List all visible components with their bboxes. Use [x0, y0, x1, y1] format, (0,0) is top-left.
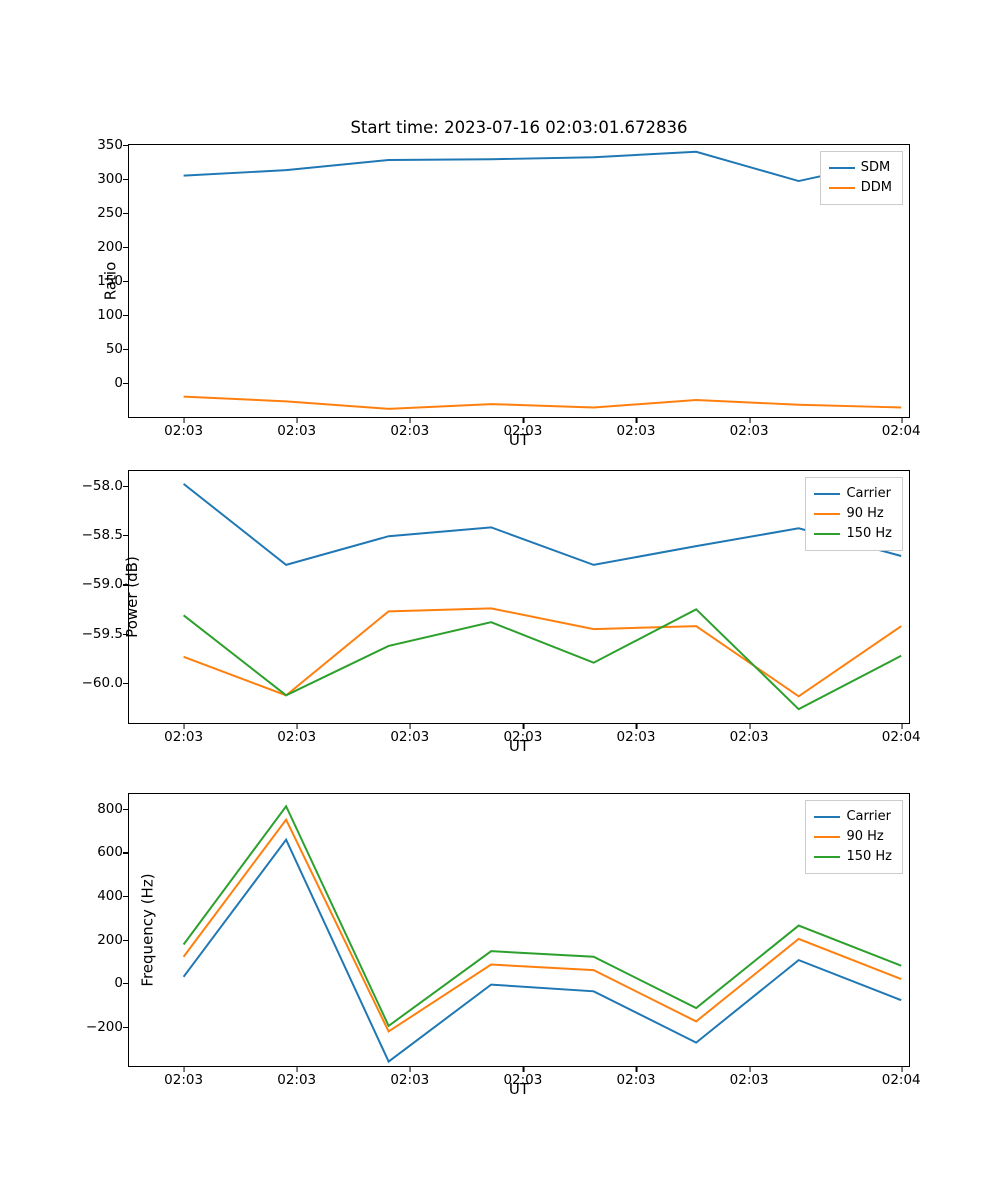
subplot1-ytick-150: 150 — [97, 273, 123, 289]
subplot1-xtick-1: 02:03 — [277, 423, 316, 439]
subplot2-xtick-2: 02:03 — [390, 729, 429, 745]
subplot3-xtick-5: 02:03 — [730, 1072, 769, 1088]
subplot-ratio: Ratio UT 350 300 250 200 150 100 50 0 02… — [128, 144, 910, 418]
subplot3-xtick-6: 02:04 — [882, 1072, 921, 1088]
sdm-line[interactable] — [184, 152, 902, 181]
subplot2-xtick-0: 02:03 — [164, 729, 203, 745]
subplot3-ytick-0: 0 — [114, 975, 123, 991]
90hz-freq-swatch — [814, 836, 840, 838]
ddm-swatch — [829, 187, 855, 189]
subplot3-ytick-800: 800 — [97, 801, 123, 817]
subplot2-legend[interactable]: Carrier 90 Hz 150 Hz — [805, 477, 903, 551]
legend-row-150hz-freq[interactable]: 150 Hz — [814, 847, 892, 867]
legend-row-carrier-power[interactable]: Carrier — [814, 484, 892, 504]
subplot1-xtick-3: 02:03 — [503, 423, 542, 439]
subplot3-legend[interactable]: Carrier 90 Hz 150 Hz — [805, 800, 903, 874]
subplot3-ytick-200: 200 — [97, 932, 123, 948]
subplot3-xtick-0: 02:03 — [164, 1072, 203, 1088]
150hz-power-swatch — [814, 533, 840, 535]
figure-container: Start time: 2023-07-16 02:03:01.672836 R… — [0, 0, 1000, 1200]
legend-row-90hz-freq[interactable]: 90 Hz — [814, 827, 892, 847]
ddm-line[interactable] — [184, 397, 902, 409]
90hz-power-swatch — [814, 513, 840, 515]
150hz-freq-line[interactable] — [184, 806, 902, 1026]
subplot1-xtick-6: 02:04 — [882, 423, 921, 439]
90hz-power-legend-label: 90 Hz — [846, 504, 883, 524]
90hz-freq-legend-label: 90 Hz — [846, 827, 883, 847]
subplot-power: Power (dB) UT −58.0 −58.5 −59.0 −59.5 −6… — [128, 470, 910, 724]
chart-title: Start time: 2023-07-16 02:03:01.672836 — [128, 118, 910, 137]
150hz-freq-legend-label: 150 Hz — [846, 847, 892, 867]
subplot1-svg — [129, 145, 909, 417]
subplot2-xtick-4: 02:03 — [617, 729, 656, 745]
150hz-power-line[interactable] — [184, 609, 902, 709]
carrier-power-swatch — [814, 493, 840, 495]
subplot1-ytick-350: 350 — [97, 137, 123, 153]
subplot-frequency: Frequency (Hz) UT 800 600 400 200 0 −200… — [128, 793, 910, 1067]
legend-row-sdm[interactable]: SDM — [829, 158, 892, 178]
legend-row-ddm[interactable]: DDM — [829, 178, 892, 198]
legend-row-90hz-power[interactable]: 90 Hz — [814, 504, 892, 524]
subplot2-xtick-1: 02:03 — [277, 729, 316, 745]
subplot1-ytick-100: 100 — [97, 307, 123, 323]
carrier-freq-line[interactable] — [184, 840, 902, 1062]
subplot3-svg — [129, 794, 909, 1066]
150hz-power-legend-label: 150 Hz — [846, 524, 892, 544]
subplot3-ytick-m200: −200 — [86, 1019, 123, 1035]
subplot3-xtick-2: 02:03 — [390, 1072, 429, 1088]
subplot2-ytick-595: −59.5 — [82, 626, 123, 642]
subplot3-ytick-400: 400 — [97, 888, 123, 904]
90hz-power-line[interactable] — [184, 608, 902, 696]
subplot2-xtick-5: 02:03 — [730, 729, 769, 745]
subplot3-xtick-4: 02:03 — [617, 1072, 656, 1088]
subplot2-ytick-580: −58.0 — [82, 478, 123, 494]
carrier-power-legend-label: Carrier — [846, 484, 890, 504]
carrier-power-line[interactable] — [184, 484, 902, 565]
carrier-freq-swatch — [814, 816, 840, 818]
legend-row-150hz-power[interactable]: 150 Hz — [814, 524, 892, 544]
150hz-freq-swatch — [814, 856, 840, 858]
subplot3-xtick-1: 02:03 — [277, 1072, 316, 1088]
subplot2-ytick-585: −58.5 — [82, 527, 123, 543]
subplot1-legend[interactable]: SDM DDM — [820, 151, 903, 205]
subplot1-ytick-250: 250 — [97, 205, 123, 221]
subplot2-ytick-590: −59.0 — [82, 576, 123, 592]
subplot2-ytick-600: −60.0 — [82, 675, 123, 691]
sdm-legend-label: SDM — [861, 158, 890, 178]
carrier-freq-legend-label: Carrier — [846, 807, 890, 827]
subplot1-ytick-300: 300 — [97, 171, 123, 187]
subplot2-svg — [129, 471, 909, 723]
subplot1-xtick-0: 02:03 — [164, 423, 203, 439]
subplot3-xtick-3: 02:03 — [503, 1072, 542, 1088]
legend-row-carrier-freq[interactable]: Carrier — [814, 807, 892, 827]
subplot1-xtick-4: 02:03 — [617, 423, 656, 439]
subplot1-ytick-50: 50 — [106, 341, 123, 357]
subplot3-ytick-600: 600 — [97, 844, 123, 860]
subplot1-xtick-2: 02:03 — [390, 423, 429, 439]
subplot2-xtick-6: 02:04 — [882, 729, 921, 745]
subplot2-xtick-3: 02:03 — [503, 729, 542, 745]
sdm-swatch — [829, 167, 855, 169]
subplot1-xtick-5: 02:03 — [730, 423, 769, 439]
ddm-legend-label: DDM — [861, 178, 892, 198]
subplot1-ytick-200: 200 — [97, 239, 123, 255]
subplot1-ytick-0: 0 — [114, 375, 123, 391]
